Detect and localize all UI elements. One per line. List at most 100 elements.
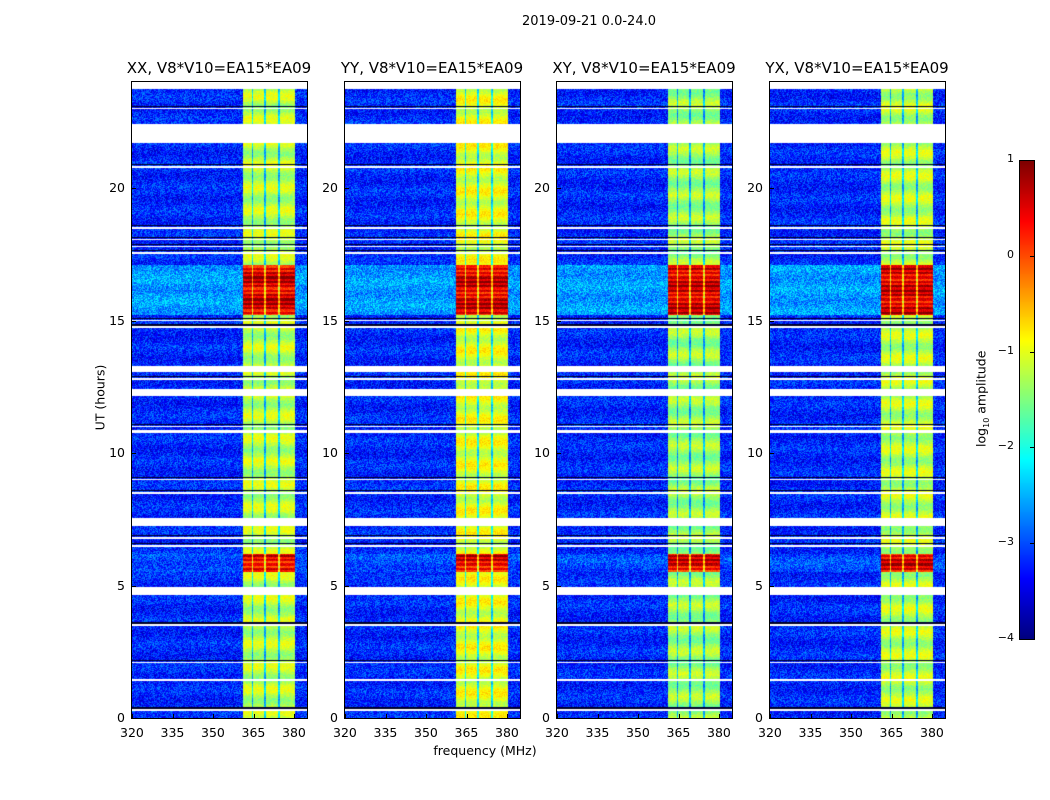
- x-tick-label: 365: [879, 725, 904, 740]
- x-tick: [132, 714, 133, 719]
- panel-title: XY, V8*V10=EA15*EA09: [552, 59, 736, 77]
- y-tick-label: 20: [322, 180, 338, 195]
- y-tick-label: 15: [747, 312, 763, 328]
- heatmap-image: [557, 82, 732, 718]
- x-tick-label: 320: [758, 725, 782, 740]
- x-tick-label: 380: [920, 725, 944, 740]
- heatmap-image: [132, 82, 307, 718]
- y-tick-label: 20: [534, 180, 550, 195]
- y-tick: [344, 585, 349, 587]
- y-tick: [556, 453, 561, 454]
- y-tick: [769, 320, 774, 322]
- x-tick: [557, 714, 558, 719]
- y-tick: [769, 188, 774, 189]
- x-tick-label: 365: [666, 725, 691, 740]
- x-tick: [466, 714, 468, 719]
- panel-title: YX, V8*V10=EA15*EA09: [765, 59, 949, 77]
- y-tick-label: 15: [534, 312, 550, 328]
- x-tick-label: 380: [495, 725, 519, 740]
- y-tick-label: 20: [109, 180, 125, 195]
- y-tick: [556, 320, 561, 322]
- x-tick: [891, 714, 893, 719]
- colorbar-tick-label: 0: [1007, 247, 1014, 261]
- x-tick-label: 380: [282, 725, 306, 740]
- x-tick: [253, 714, 255, 719]
- y-tick-label: 0: [755, 710, 763, 725]
- x-tick-label: 350: [414, 725, 438, 740]
- colorbar-tick: [1030, 255, 1034, 257]
- x-tick: [385, 714, 387, 719]
- y-tick-label: 10: [747, 445, 763, 460]
- figure-title: 2019-09-21 0.0-24.0: [522, 14, 656, 29]
- y-tick-label: 5: [755, 577, 763, 593]
- y-tick: [131, 453, 136, 454]
- colorbar-tick: [1030, 543, 1034, 545]
- x-tick: [426, 714, 428, 719]
- y-axis-label: UT (hours): [92, 364, 108, 431]
- x-tick: [294, 714, 296, 719]
- colorbar-tick: [1030, 639, 1034, 640]
- y-tick-label: 5: [542, 577, 550, 593]
- panel-title: YY, V8*V10=EA15*EA09: [340, 59, 524, 77]
- y-tick: [556, 188, 561, 189]
- heatmap-panel: [769, 81, 946, 719]
- x-tick: [507, 714, 509, 719]
- x-tick: [851, 714, 853, 719]
- x-tick: [172, 714, 174, 719]
- y-tick: [344, 188, 349, 189]
- x-tick-label: 365: [241, 725, 266, 740]
- y-tick-label: 15: [322, 312, 338, 328]
- x-tick: [770, 714, 771, 719]
- y-tick: [131, 188, 136, 189]
- x-tick-label: 335: [373, 725, 398, 740]
- y-tick-label: 0: [330, 710, 338, 725]
- colorbar-tick: [1030, 351, 1034, 353]
- colorbar-tick-label: −4: [997, 631, 1014, 644]
- y-tick-label: 5: [117, 577, 125, 593]
- heatmap-image: [345, 82, 520, 718]
- y-tick: [131, 320, 136, 322]
- colorbar-label: log10 amplitude: [973, 350, 991, 447]
- y-tick: [556, 585, 561, 587]
- x-tick-label: 335: [585, 725, 610, 740]
- x-tick-label: 320: [120, 725, 144, 740]
- y-tick: [131, 718, 136, 719]
- x-tick: [638, 714, 640, 719]
- x-tick-label: 320: [333, 725, 357, 740]
- x-tick-label: 350: [626, 725, 650, 740]
- y-tick: [344, 718, 349, 719]
- x-tick-label: 380: [707, 725, 731, 740]
- x-tick: [719, 714, 721, 719]
- x-tick-label: 350: [201, 725, 225, 740]
- x-tick: [597, 714, 599, 719]
- y-tick: [769, 585, 774, 587]
- x-tick: [932, 714, 934, 719]
- colorbar-tick-label: −2: [997, 439, 1014, 453]
- colorbar: [1019, 160, 1035, 640]
- y-tick-label: 5: [330, 577, 338, 593]
- x-tick-label: 365: [454, 725, 479, 740]
- heatmap-image: [770, 82, 945, 718]
- y-tick-label: 10: [534, 445, 550, 460]
- y-tick: [769, 453, 774, 454]
- y-tick-label: 0: [117, 710, 125, 725]
- x-tick: [213, 714, 215, 719]
- heatmap-panel: [344, 81, 521, 719]
- x-tick-label: 335: [160, 725, 185, 740]
- y-tick: [769, 718, 774, 719]
- colorbar-tick: [1030, 447, 1034, 449]
- x-tick: [345, 714, 346, 719]
- x-axis-label: frequency (MHz): [433, 743, 537, 758]
- y-tick-label: 10: [109, 445, 125, 460]
- y-tick-label: 10: [322, 445, 338, 460]
- heatmap-panel: [131, 81, 308, 719]
- y-tick: [556, 718, 561, 719]
- x-tick-label: 335: [798, 725, 823, 740]
- y-tick: [344, 453, 349, 454]
- x-tick: [678, 714, 680, 719]
- colorbar-tick: [1030, 160, 1034, 161]
- y-tick: [344, 320, 349, 322]
- x-tick-label: 320: [545, 725, 569, 740]
- heatmap-panel: [556, 81, 733, 719]
